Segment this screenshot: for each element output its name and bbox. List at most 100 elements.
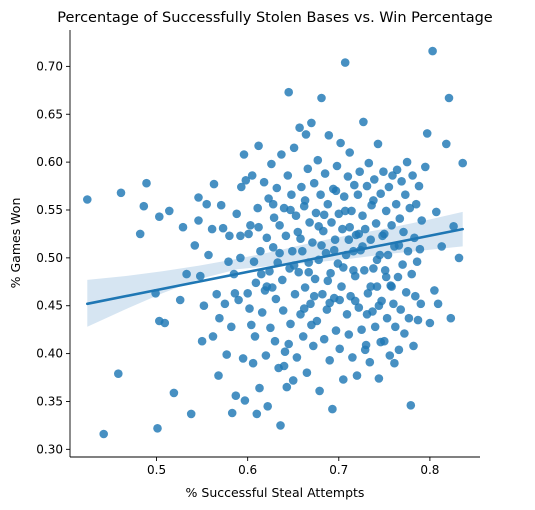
data-point — [364, 158, 374, 168]
data-point — [264, 194, 273, 203]
x-tick-label: 0.5 — [147, 463, 166, 477]
data-point — [411, 291, 420, 301]
data-point — [328, 404, 337, 414]
data-point — [286, 205, 295, 215]
data-point — [432, 207, 441, 217]
data-point — [320, 169, 330, 178]
data-point — [215, 313, 224, 323]
points-layer — [83, 46, 468, 439]
data-point — [306, 299, 315, 309]
data-point — [396, 305, 406, 314]
data-point — [389, 299, 398, 309]
data-point — [296, 234, 305, 243]
data-point — [390, 358, 399, 368]
data-point — [344, 235, 354, 244]
data-point — [337, 282, 346, 291]
data-point — [263, 402, 273, 411]
data-point — [293, 227, 303, 237]
data-point — [317, 93, 326, 103]
data-point — [324, 131, 334, 140]
data-point — [343, 172, 353, 181]
data-point — [160, 318, 170, 328]
x-ticks: 0.5 0.6 0.7 0.8 — [147, 457, 439, 477]
data-point — [352, 371, 362, 380]
data-point — [371, 219, 381, 228]
data-point — [204, 250, 213, 260]
data-point — [374, 301, 384, 311]
data-point — [350, 296, 360, 306]
data-point — [323, 199, 333, 209]
data-point — [289, 143, 299, 153]
data-point — [266, 323, 275, 333]
data-point — [398, 260, 407, 269]
data-point — [317, 241, 326, 250]
data-point — [249, 257, 259, 267]
data-point — [310, 274, 320, 284]
data-point — [395, 214, 405, 223]
data-point — [406, 401, 416, 410]
data-point — [234, 295, 243, 305]
data-point — [374, 374, 384, 383]
data-point — [308, 238, 317, 247]
data-point — [250, 332, 260, 341]
data-point — [353, 190, 363, 199]
data-point — [379, 167, 388, 176]
data-point — [370, 322, 380, 332]
data-point — [277, 150, 286, 159]
data-point — [348, 353, 357, 362]
data-point — [238, 354, 248, 363]
data-point — [304, 267, 314, 277]
x-tick-label: 0.6 — [238, 463, 257, 477]
data-point — [387, 221, 396, 230]
data-point — [408, 171, 417, 180]
data-point — [444, 93, 454, 103]
data-point — [454, 253, 464, 263]
data-point — [326, 268, 335, 278]
data-point — [254, 141, 263, 151]
data-point — [243, 289, 252, 298]
data-point — [254, 222, 263, 232]
data-point — [372, 282, 382, 291]
data-point — [135, 229, 145, 239]
data-point — [236, 231, 245, 241]
data-point — [218, 223, 228, 233]
data-point — [256, 246, 265, 256]
data-point — [257, 269, 266, 279]
data-point — [370, 175, 379, 184]
data-point — [283, 171, 293, 180]
data-point — [323, 276, 333, 286]
data-point — [301, 130, 311, 139]
data-point — [153, 424, 162, 433]
data-point — [362, 181, 372, 191]
data-point — [182, 269, 191, 279]
data-point — [400, 329, 409, 338]
data-point — [311, 208, 321, 218]
data-point — [262, 233, 272, 243]
data-point — [299, 304, 309, 313]
data-point — [290, 289, 300, 299]
data-point — [276, 421, 285, 430]
data-point — [300, 283, 310, 292]
data-point — [449, 222, 458, 231]
data-point — [251, 278, 261, 288]
data-point — [83, 195, 92, 204]
data-point — [99, 429, 108, 439]
data-point — [142, 178, 151, 188]
data-point — [358, 211, 367, 220]
data-point — [284, 339, 294, 349]
data-point — [415, 244, 425, 254]
data-point — [248, 358, 258, 368]
data-point — [268, 243, 278, 252]
data-point — [345, 222, 355, 232]
data-point — [139, 201, 149, 211]
data-point — [197, 336, 207, 346]
y-tick-label: 0.40 — [36, 347, 63, 361]
data-point — [373, 139, 383, 149]
y-axis-label: % Games Won — [8, 198, 23, 289]
data-point — [433, 299, 443, 309]
data-point — [411, 199, 421, 209]
y-tick-label: 0.65 — [36, 107, 63, 121]
data-point — [255, 383, 264, 393]
data-point — [357, 325, 366, 335]
